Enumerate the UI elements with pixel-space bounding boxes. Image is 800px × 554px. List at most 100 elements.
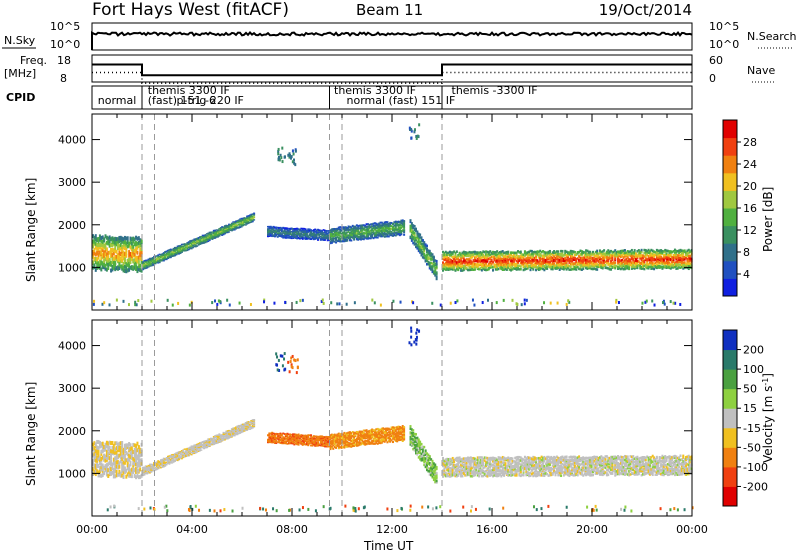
echo-cell [110, 451, 113, 456]
echo-cell [392, 222, 394, 226]
echo-cell [217, 236, 219, 238]
echo-cell [546, 252, 549, 256]
echo-cell [673, 261, 676, 265]
echo-cell [473, 263, 476, 266]
echo-cell [217, 438, 219, 440]
echo-cell [647, 251, 650, 255]
echo-cell [536, 266, 539, 269]
echo-cell [353, 225, 356, 228]
echo-cell [662, 260, 665, 264]
echo-cell [221, 231, 224, 233]
echo-cell [239, 225, 242, 227]
echo-cell [672, 263, 675, 267]
echo-cell [130, 256, 133, 261]
echo-cell [569, 255, 572, 258]
echo-cell [143, 265, 146, 268]
echo-cell [176, 246, 179, 249]
echo-cell [572, 262, 575, 265]
echo-cell [211, 441, 214, 444]
echo-cell [129, 245, 132, 250]
echo-cell [420, 250, 423, 254]
echo-cell [432, 259, 435, 262]
echo-cell [680, 250, 683, 254]
echo-cell [467, 268, 469, 272]
echo-cell [431, 270, 434, 274]
echo-cell [178, 454, 181, 457]
echo-cell [685, 262, 688, 266]
echo-cell [461, 261, 464, 265]
echo-cell [393, 221, 396, 224]
echo-cell [482, 255, 485, 259]
echo-cell [117, 265, 119, 270]
echo-cell [543, 258, 546, 262]
echo-cell [537, 264, 540, 268]
echo-cell [150, 465, 153, 467]
echo-cell [286, 230, 289, 233]
echo-cell [346, 234, 349, 237]
echo-cell [118, 461, 121, 466]
echo-cell [233, 224, 236, 227]
echo-cell [310, 235, 313, 237]
echo-cell [287, 230, 290, 233]
echo-cell [639, 255, 642, 258]
echo-cell [164, 258, 167, 261]
echo-cell [335, 241, 338, 244]
echo-cell [573, 266, 576, 269]
echo-cell [250, 218, 253, 221]
echo-cell [286, 232, 289, 235]
echo-cell [196, 240, 199, 242]
echo-cell [157, 460, 160, 462]
echo-cell [160, 255, 163, 257]
echo-cell [136, 241, 139, 246]
echo-cell [423, 247, 426, 250]
echo-cell [325, 233, 328, 236]
echo-cell [544, 251, 547, 254]
echo-cell [107, 468, 110, 473]
echo-cell [673, 263, 676, 267]
echo-cell [679, 258, 682, 261]
echo-cell [104, 263, 107, 268]
echo-cell [460, 261, 463, 264]
echo-cell [269, 437, 272, 440]
echo-cell [237, 424, 240, 427]
echo-cell [233, 434, 236, 437]
echo-cell [278, 235, 281, 238]
echo-cell [586, 252, 589, 256]
echo-cell [640, 267, 643, 270]
echo-cell [605, 255, 608, 258]
echo-cell [126, 461, 129, 466]
echo-cell [397, 223, 400, 226]
echo-cell [432, 270, 435, 273]
power-data-layer [92, 123, 693, 307]
echo-cell [197, 237, 200, 239]
echo-cell [601, 256, 604, 259]
echo-cell [636, 259, 639, 263]
echo-cell [612, 265, 615, 269]
echo-cell [632, 261, 635, 265]
echo-cell [92, 249, 94, 254]
echo-cell [357, 225, 360, 228]
echo-cell [148, 463, 151, 466]
echo-cell [139, 449, 142, 454]
echo-cell [344, 229, 347, 232]
echo-cell [105, 247, 108, 252]
echo-cell [198, 239, 201, 241]
echo-cell [496, 268, 499, 271]
echo-cell [629, 254, 632, 258]
echo-cell [157, 258, 160, 260]
echo-cell [167, 456, 169, 459]
echo-cell [490, 258, 493, 262]
echo-cell [682, 265, 685, 268]
echo-cell [322, 238, 325, 240]
echo-cell [608, 256, 611, 259]
echo-cell [540, 260, 543, 264]
scatter-cell [416, 134, 419, 138]
echo-cell [332, 237, 335, 240]
echo-cell [337, 236, 340, 239]
echo-cell [169, 253, 172, 255]
echo-cell [244, 424, 247, 427]
echo-cell [198, 449, 201, 452]
echo-cell [393, 231, 396, 234]
echo-cell [268, 435, 271, 438]
